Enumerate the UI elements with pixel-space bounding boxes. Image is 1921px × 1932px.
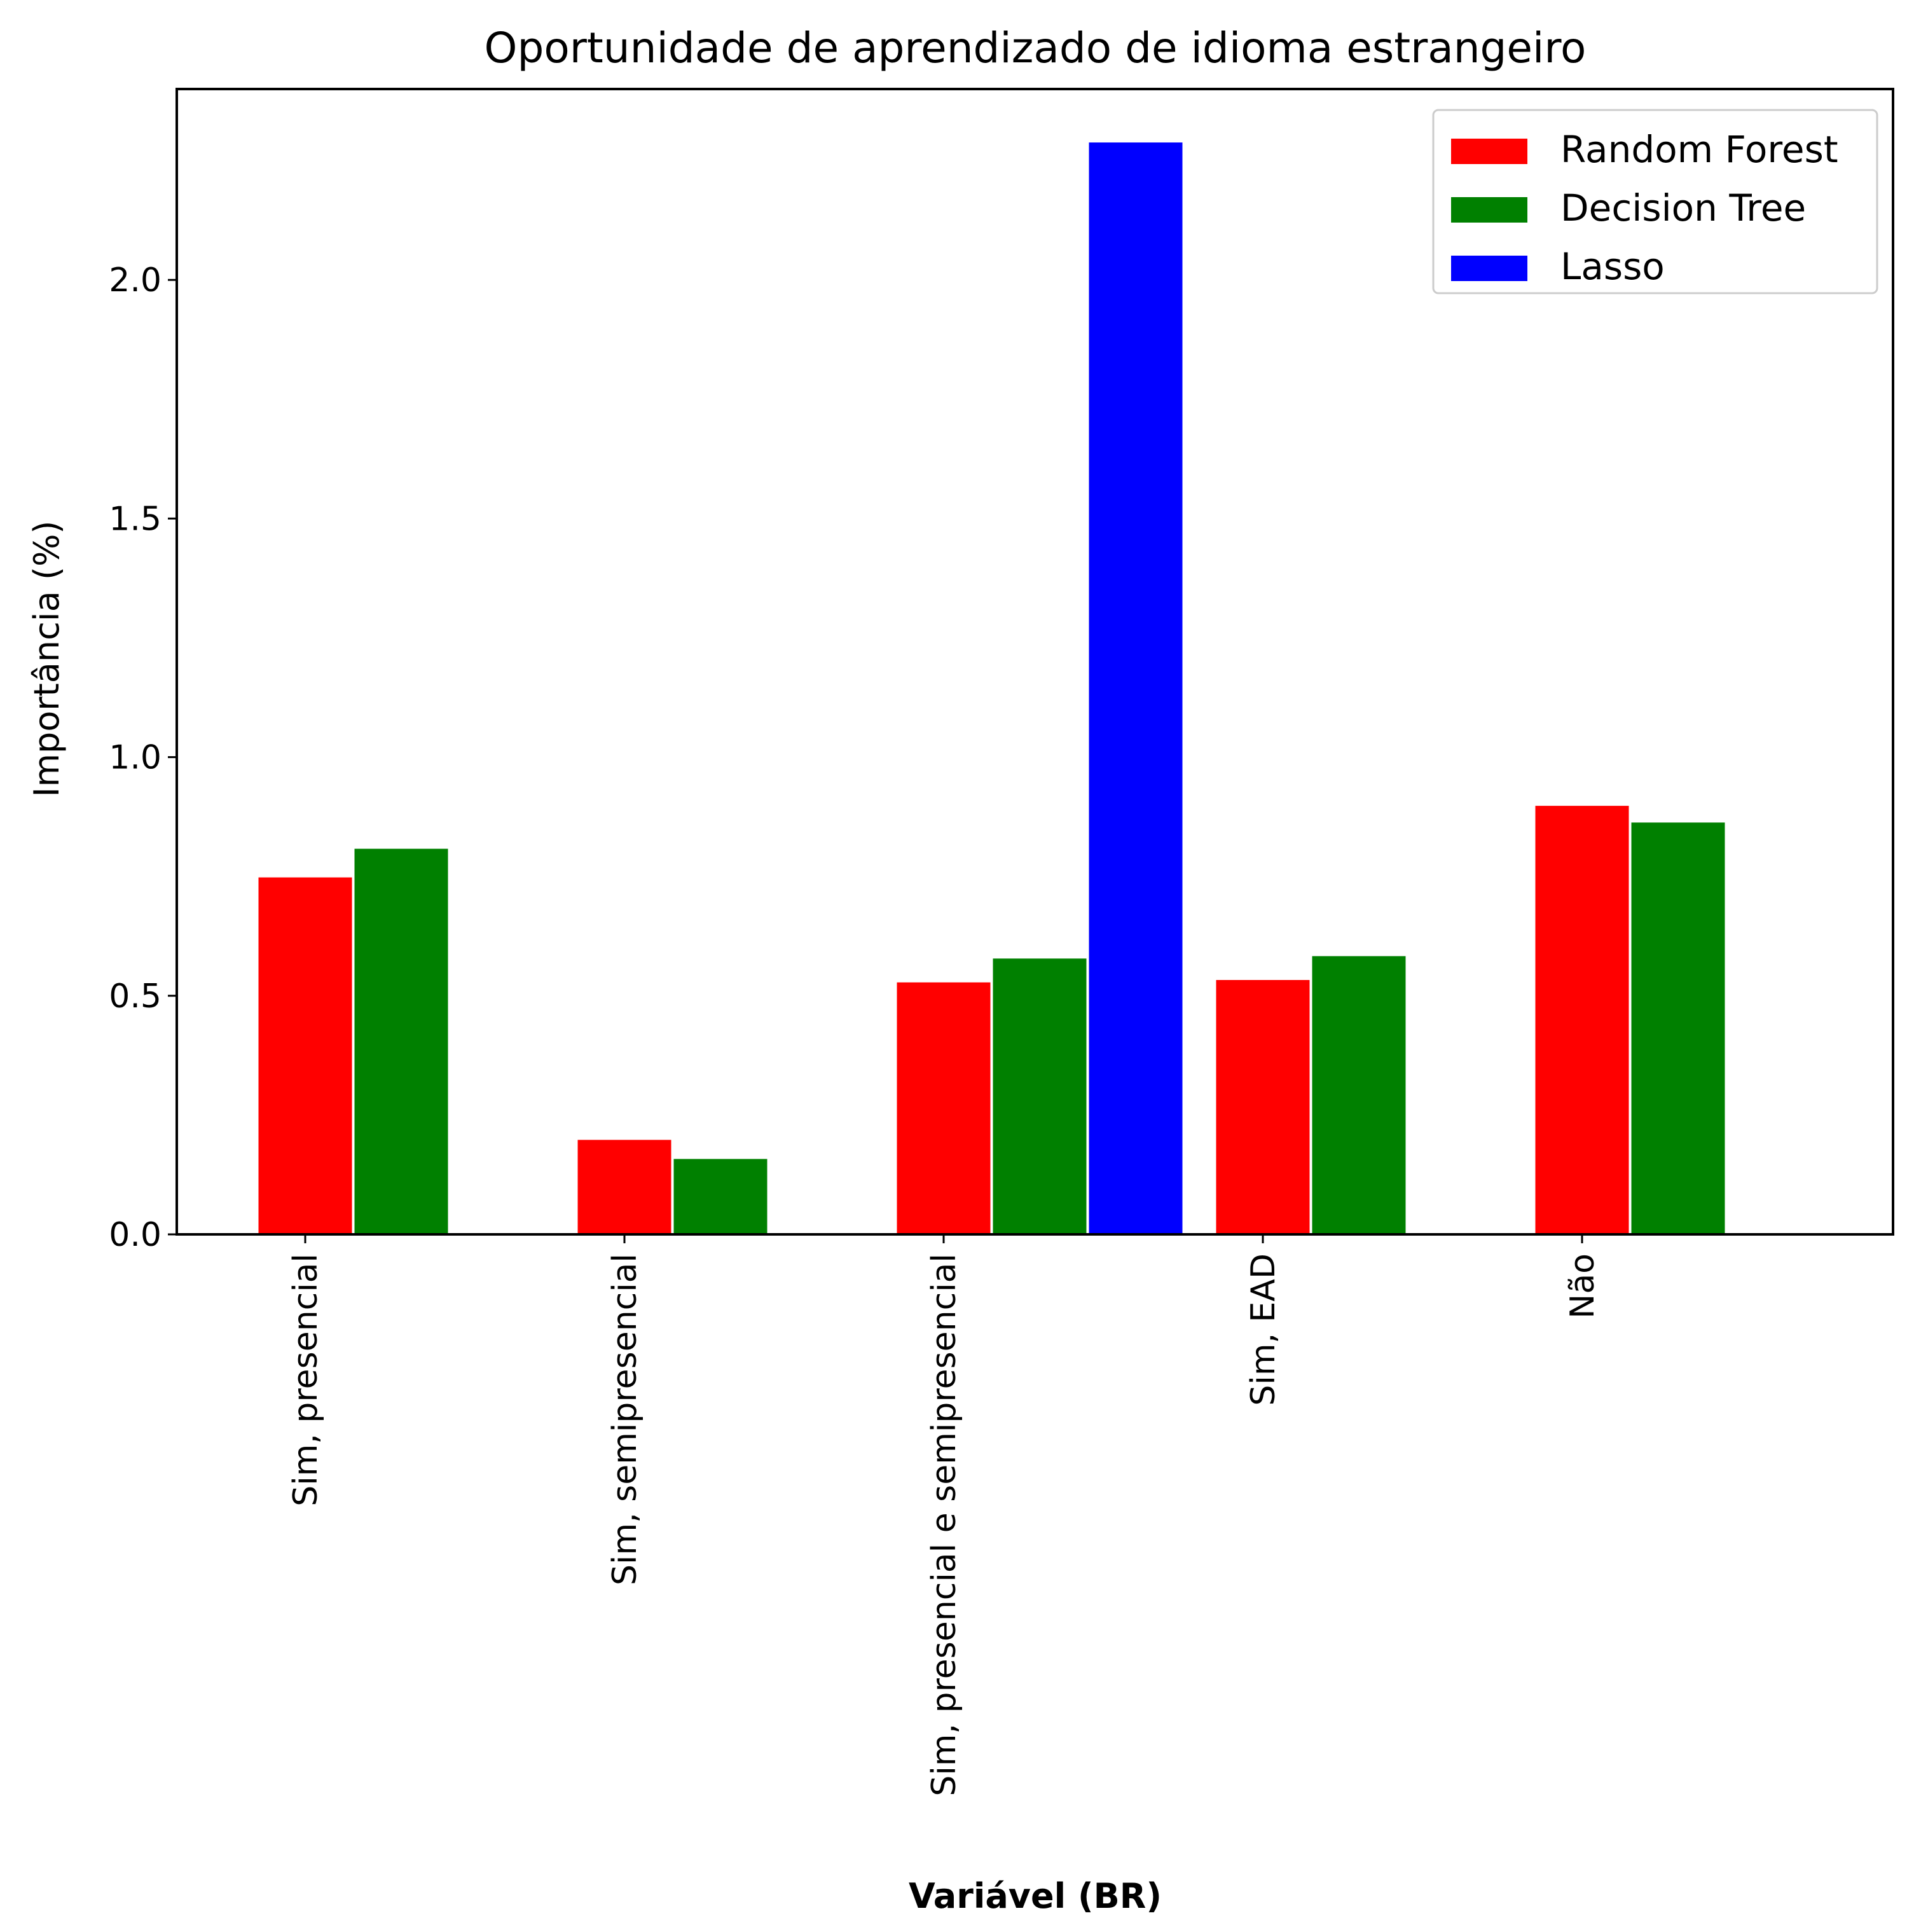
- y-tick-label: 1.5: [109, 500, 162, 538]
- y-tick-label: 0.0: [109, 1216, 162, 1254]
- bar-random-forest-2: [895, 980, 993, 1236]
- x-tick-label: Não: [1564, 1253, 1602, 1319]
- bar-random-forest-4: [1533, 804, 1631, 1236]
- bar-decision-tree-2: [991, 956, 1089, 1236]
- bar-random-forest-1: [575, 1138, 673, 1236]
- y-tick-label: 2.0: [109, 261, 162, 300]
- legend-swatch: [1451, 256, 1527, 281]
- legend-label: Random Forest: [1560, 128, 1838, 171]
- bar-decision-tree-1: [671, 1157, 769, 1236]
- legend: Random Forest Decision Tree Lasso: [1432, 109, 1878, 294]
- x-axis-label: Variável (BR): [909, 1876, 1162, 1916]
- y-axis-label: Importância (%): [27, 521, 67, 797]
- bar-lasso-2: [1087, 141, 1185, 1236]
- legend-box: [1432, 109, 1878, 294]
- y-axis: 0.0 0.5 1.0 1.5 2.0: [109, 261, 177, 1254]
- x-tick-label: Sim, presencial e semipresencial: [925, 1253, 963, 1797]
- bar-random-forest-3: [1214, 978, 1312, 1236]
- bar-decision-tree-4: [1629, 820, 1727, 1236]
- x-tick-label: Sim, presencial: [287, 1253, 325, 1507]
- x-tick-label: Sim, EAD: [1244, 1253, 1283, 1406]
- legend-label: Decision Tree: [1560, 186, 1806, 230]
- legend-swatch: [1451, 139, 1527, 164]
- y-tick-label: 1.0: [109, 739, 162, 777]
- legend-swatch: [1451, 197, 1527, 223]
- plot-frame: [176, 88, 1894, 1236]
- x-axis: Sim, presencial Sim, semipresencial Sim, p…: [287, 1234, 1602, 1797]
- bar-decision-tree-3: [1310, 954, 1408, 1236]
- bar-decision-tree-0: [352, 846, 450, 1236]
- x-tick-label: Sim, semipresencial: [606, 1253, 644, 1585]
- bar-random-forest-0: [256, 875, 354, 1236]
- legend-label: Lasso: [1560, 245, 1665, 288]
- bars-group: [256, 141, 1727, 1236]
- chart-title: Oportunidade de aprendizado de idioma es…: [485, 24, 1587, 72]
- y-tick-label: 0.5: [109, 977, 162, 1016]
